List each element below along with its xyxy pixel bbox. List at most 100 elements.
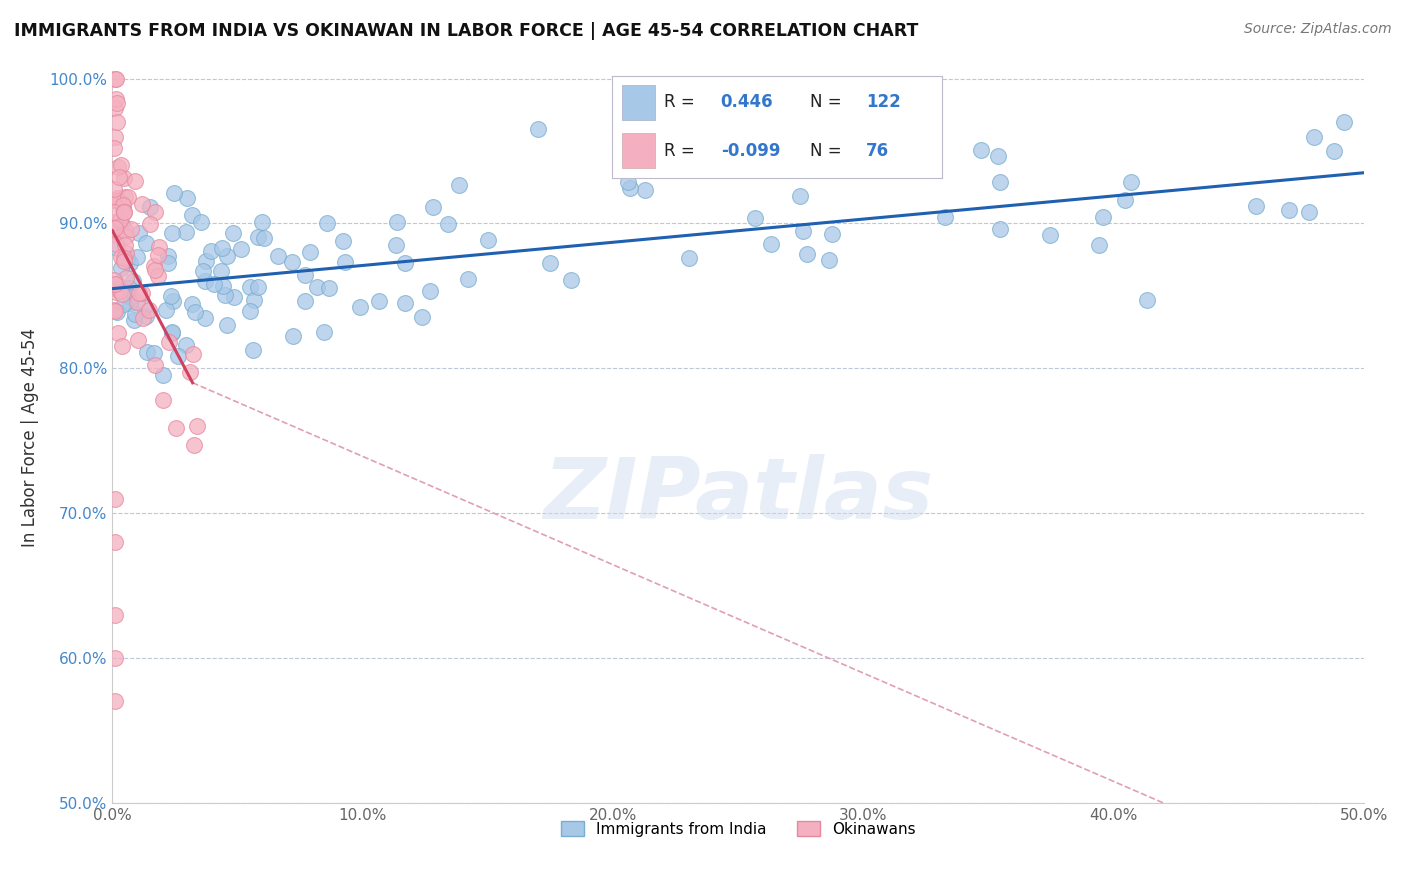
Point [112,254,135,268]
Point [104,651,127,665]
Point [124,174,146,188]
Point [368,294,391,309]
Point [115,251,138,265]
Point [111,197,134,211]
Point [387,215,409,229]
Point [104,491,127,506]
Point [538,256,561,270]
Point [318,281,340,295]
Point [112,205,135,219]
Legend: Immigrants from India, Okinawans: Immigrants from India, Okinawans [554,814,922,843]
Point [778,115,800,129]
Point [104,215,127,229]
Point [242,293,264,307]
Point [789,188,811,202]
Point [117,190,139,204]
Point [988,175,1011,189]
Point [162,227,184,241]
Point [212,279,235,293]
Point [162,326,184,340]
Text: 0.446: 0.446 [721,94,773,112]
Point [117,281,139,295]
Point [104,237,127,252]
Point [619,181,641,195]
Point [163,186,186,200]
Point [124,307,146,321]
Text: R =: R = [665,142,695,160]
Point [186,418,208,433]
Point [114,190,136,204]
Point [332,235,354,249]
FancyBboxPatch shape [621,85,655,120]
Point [107,191,129,205]
Point [678,251,700,265]
Point [333,255,356,269]
Point [200,244,222,258]
Point [135,236,157,251]
Point [107,282,129,296]
Point [298,244,321,259]
Point [104,71,127,86]
Point [988,222,1011,236]
Point [132,300,155,314]
Point [148,240,170,254]
Point [122,313,145,327]
Point [987,149,1010,163]
Point [107,305,129,319]
Point [107,115,129,129]
Point [152,368,174,383]
Point [457,272,479,286]
Point [1114,194,1136,208]
Point [112,171,135,186]
Point [112,252,135,266]
Point [114,223,136,237]
Point [162,293,184,308]
Point [246,230,269,244]
Point [437,217,460,231]
Point [239,304,262,318]
Point [118,296,141,310]
Point [114,238,136,252]
Point [419,284,441,298]
Point [104,277,127,291]
Point [104,304,127,318]
Point [157,334,180,349]
Point [821,227,844,241]
Point [135,309,157,323]
Point [1136,293,1159,307]
Point [167,349,190,363]
Text: N =: N = [810,94,841,112]
Point [131,196,153,211]
Point [447,178,470,193]
Point [222,226,245,240]
Point [152,393,174,408]
Point [104,285,127,300]
Point [195,254,218,268]
Point [107,194,129,209]
Text: R =: R = [665,94,695,112]
Point [105,226,128,240]
Point [280,255,302,269]
Point [180,297,202,311]
Point [796,247,818,261]
Point [115,229,138,244]
Y-axis label: In Labor Force | Age 45-54: In Labor Force | Age 45-54 [21,327,38,547]
Point [792,224,814,238]
Point [194,275,217,289]
Point [349,300,371,314]
Point [229,242,252,256]
Point [744,211,766,226]
Point [139,217,162,231]
Point [148,248,170,262]
Point [560,273,582,287]
Point [105,71,128,86]
Point [181,208,204,222]
Point [1278,203,1301,218]
Point [934,210,956,224]
Point [184,304,207,318]
Point [111,286,134,301]
Point [107,241,129,255]
Point [127,250,149,264]
Point [111,198,134,212]
Point [214,287,236,301]
